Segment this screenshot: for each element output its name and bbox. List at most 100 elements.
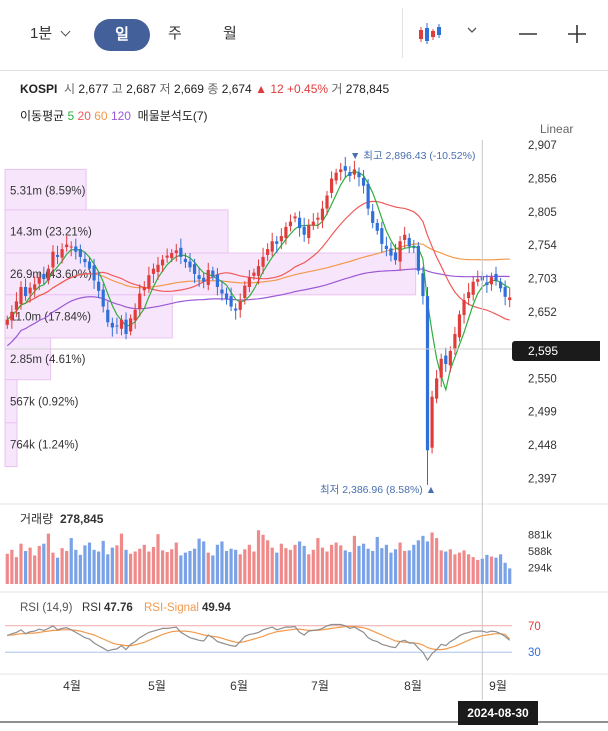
chart-type-button[interactable] xyxy=(418,20,498,55)
volume-value: 278,845 xyxy=(345,82,390,96)
candle-body xyxy=(147,275,151,289)
volume-bar xyxy=(307,554,311,584)
volume-bar xyxy=(284,548,288,584)
volume-bar xyxy=(371,550,375,584)
volume-bar xyxy=(10,549,14,584)
indicator-legend: 이동평균 5 20 60 120 매물분석도(7) xyxy=(20,107,208,124)
ma-label[interactable]: 이동평균 xyxy=(20,109,65,123)
interval-dropdown[interactable]: 1분 xyxy=(30,17,71,51)
volume-profile-bar xyxy=(4,294,173,339)
volume-label: 거 xyxy=(331,82,343,96)
candle-body xyxy=(83,258,87,263)
volume-bar xyxy=(74,549,78,584)
volume-bar xyxy=(270,547,274,584)
candle-body xyxy=(224,293,229,299)
plus-icon[interactable] xyxy=(567,24,587,44)
volume-bar xyxy=(393,549,398,584)
candle-body xyxy=(380,228,384,244)
candle-body xyxy=(65,244,69,248)
volume-bar xyxy=(133,551,137,584)
candle-body xyxy=(179,247,183,257)
candle-body xyxy=(261,256,265,267)
candle-body xyxy=(115,325,119,327)
tab-weekly[interactable]: 주 xyxy=(168,25,182,42)
candle-body xyxy=(252,272,256,276)
volume-bar xyxy=(439,550,443,584)
rsi-signal-line xyxy=(7,625,511,651)
candle-body xyxy=(19,286,23,304)
volume-bar xyxy=(220,541,224,584)
candle-body xyxy=(316,217,320,220)
candle-body xyxy=(503,286,507,297)
volume-bar xyxy=(462,550,466,584)
y-tick-label: 2,703 xyxy=(528,273,557,285)
volume-bar xyxy=(416,540,420,584)
crosshair-date-tag: 2024-08-30 xyxy=(458,701,538,725)
volume-bar xyxy=(211,555,215,584)
candle-body xyxy=(5,319,9,325)
volume-bar xyxy=(453,554,457,584)
y-tick-label: 2,397 xyxy=(528,473,557,485)
candle-body xyxy=(174,250,178,254)
volume-bar xyxy=(343,550,347,584)
candle-body xyxy=(202,277,206,282)
candle-body xyxy=(389,248,393,256)
volume-bar xyxy=(215,544,219,584)
candle-body xyxy=(220,289,224,294)
rsi-tick-30: 30 xyxy=(528,647,541,659)
candle-body xyxy=(28,287,32,294)
volume-bar xyxy=(238,554,242,584)
candle-body xyxy=(279,236,283,242)
volume-profile-label: 2.85m (4.61%) xyxy=(10,354,86,366)
candle-body xyxy=(55,254,60,257)
volume-bar xyxy=(444,551,448,584)
volume-bar xyxy=(23,550,28,584)
rsi-label: RSI xyxy=(82,602,101,614)
candle-body xyxy=(69,246,73,248)
volume-bar xyxy=(69,538,73,584)
volume-bar xyxy=(183,552,188,584)
volume-profile-label: 567k (0.92%) xyxy=(10,396,79,408)
candle-body xyxy=(494,273,498,281)
volume-bar xyxy=(78,554,82,584)
candle-body xyxy=(371,211,375,223)
volume-bar xyxy=(489,556,494,584)
volume-bar xyxy=(28,547,32,584)
candle-body xyxy=(10,311,14,321)
volume-bar xyxy=(503,562,507,584)
candle-body xyxy=(151,268,156,274)
candle-body xyxy=(375,222,379,231)
candle-body xyxy=(398,241,402,262)
ma-period-20: 20 xyxy=(77,109,91,123)
volume-bar xyxy=(320,547,325,584)
minus-icon[interactable] xyxy=(518,24,538,44)
volume-bar xyxy=(494,557,498,584)
ma-period-60: 60 xyxy=(94,109,108,123)
y-tick-label: 2,448 xyxy=(528,440,557,452)
candle-body xyxy=(339,169,343,173)
tab-monthly[interactable]: 월 xyxy=(223,25,237,42)
candle-body xyxy=(156,264,160,272)
candle-body xyxy=(407,237,411,247)
volume-bar xyxy=(160,550,165,584)
volume-profile-bar xyxy=(4,337,52,381)
volume-bar xyxy=(425,541,430,584)
volume-bar xyxy=(329,544,334,584)
rsi-value: 47.76 xyxy=(104,602,133,614)
candle-body xyxy=(311,221,315,226)
volume-profile-label[interactable]: 매물분석도(7) xyxy=(137,109,208,123)
volume-bar xyxy=(380,548,384,584)
candle-body xyxy=(119,319,124,329)
y-tick-label: 2,550 xyxy=(528,373,557,385)
tab-daily[interactable]: 일 xyxy=(94,19,150,51)
candle-body xyxy=(357,172,361,178)
scale-mode-toggle[interactable]: Linear xyxy=(540,122,574,136)
volume-bar xyxy=(485,554,489,584)
volume-bar xyxy=(206,552,210,584)
candle-body xyxy=(206,269,210,286)
volume-bar xyxy=(60,548,64,584)
candle-body xyxy=(403,234,407,240)
candle-body xyxy=(288,221,293,227)
volume-bar xyxy=(508,568,512,584)
